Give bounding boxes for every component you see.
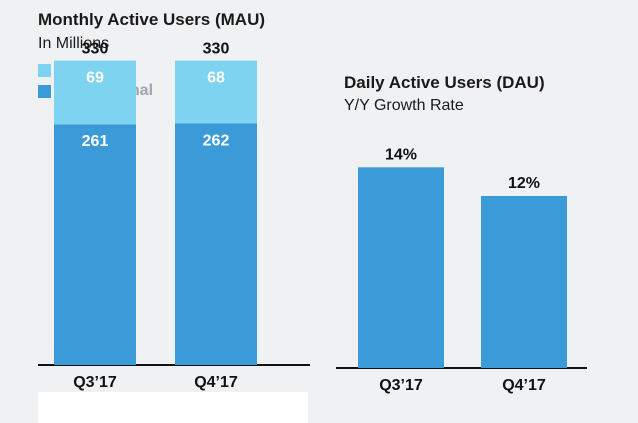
- mau-label-international-2: 262: [203, 132, 230, 149]
- dau-subtitle: Y/Y Growth Rate: [344, 97, 464, 114]
- mau-label-us-1: 69: [86, 70, 104, 87]
- mau-bar-us-2: [175, 60, 257, 124]
- mau-bar-international-2: [175, 123, 257, 366]
- mau-bar-international-1: [54, 124, 136, 365]
- dau-bar-1: [358, 167, 444, 368]
- mau-subtitle: In Millions: [38, 35, 110, 52]
- mau-total-label-2: 330: [203, 41, 230, 58]
- dau-title: Daily Active Users (DAU): [344, 73, 545, 92]
- mau-bar-us-1: [54, 60, 136, 125]
- legend-swatch-us: [38, 63, 51, 77]
- mau-total-label-1: 330: [82, 41, 109, 58]
- mau-label-us-2: 68: [207, 70, 225, 87]
- mau-label-international-1: 261: [82, 133, 109, 150]
- legend-swatch-international: [38, 84, 51, 98]
- dau-category-label-1: Q3’17: [379, 377, 423, 394]
- mau-category-label-2: Q4’17: [194, 374, 238, 391]
- dau-category-label-2: Q4’17: [502, 377, 546, 394]
- blank-footer-area: [38, 392, 308, 423]
- dau-value-label-2: 12%: [508, 175, 540, 192]
- mau-title: Monthly Active Users (MAU): [38, 10, 266, 29]
- dau-value-label-1: 14%: [385, 146, 417, 163]
- mau-category-label-1: Q3’17: [73, 374, 117, 391]
- dau-bar-2: [481, 195, 567, 368]
